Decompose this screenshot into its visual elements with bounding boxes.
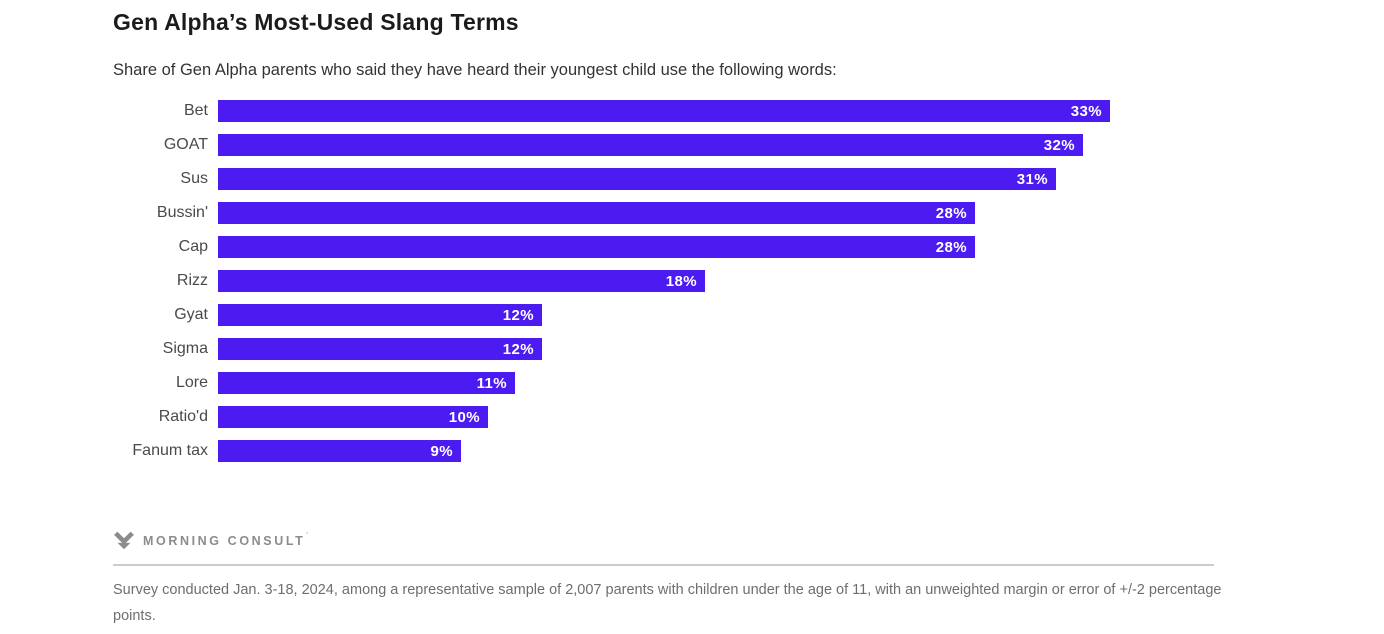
- bar-row: Lore 11%: [113, 366, 1384, 400]
- value-label: 28%: [935, 238, 967, 256]
- value-label: 9%: [430, 442, 453, 460]
- bar-row: Sigma 12%: [113, 332, 1384, 366]
- bar-row: Gyat 12%: [113, 298, 1384, 332]
- morning-consult-logo-icon: [114, 531, 134, 550]
- category-label: Cap: [178, 238, 208, 255]
- category-label: Lore: [175, 374, 208, 391]
- value-label: 10%: [448, 408, 480, 426]
- bar: 31%: [218, 168, 1056, 190]
- value-label: 31%: [1016, 170, 1048, 188]
- bar: 18%: [218, 270, 705, 292]
- logo-wordmark: MORNING CONSULT: [143, 534, 306, 548]
- bar: 12%: [218, 338, 542, 360]
- category-label: Sigma: [162, 340, 208, 357]
- value-label: 12%: [502, 306, 534, 324]
- bar: 9%: [218, 440, 461, 462]
- bar-row: Bet 33%: [113, 94, 1384, 128]
- footer-divider: [113, 564, 1214, 566]
- category-label: Gyat: [174, 306, 208, 323]
- category-label: GOAT: [163, 136, 208, 153]
- bar-row: Fanum tax 9%: [113, 434, 1384, 468]
- category-label: Rizz: [176, 272, 208, 289]
- value-label: 32%: [1043, 136, 1075, 154]
- bar: 28%: [218, 236, 975, 258]
- bar: 10%: [218, 406, 488, 428]
- bar: 12%: [218, 304, 542, 326]
- category-label: Bet: [183, 102, 208, 119]
- bar-row: Rizz 18%: [113, 264, 1384, 298]
- category-label: Bussin': [156, 204, 208, 221]
- bar-row: Sus 31%: [113, 162, 1384, 196]
- value-label: 11%: [476, 374, 507, 392]
- category-label: Sus: [180, 170, 208, 187]
- bar: 32%: [218, 134, 1083, 156]
- bar: 11%: [218, 372, 515, 394]
- value-label: 28%: [935, 204, 967, 222]
- category-label: Fanum tax: [132, 442, 208, 459]
- bar: 28%: [218, 202, 975, 224]
- morning-consult-logo: MORNING CONSULT ': [113, 530, 1384, 552]
- bar-row: Ratio'd 10%: [113, 400, 1384, 434]
- survey-methodology-note: Survey conducted Jan. 3-18, 2024, among …: [113, 582, 1222, 624]
- value-label: 33%: [1070, 102, 1102, 120]
- bar-row: GOAT 32%: [113, 128, 1384, 162]
- logo-trademark-mark: ': [306, 530, 308, 540]
- category-label: Ratio'd: [158, 408, 208, 425]
- bar: 33%: [218, 100, 1110, 122]
- chart-subtitle: Share of Gen Alpha parents who said they…: [113, 61, 837, 79]
- bar-row: Cap 28%: [113, 230, 1384, 264]
- bar-chart: Bet 33% GOAT 32% Sus 31% Bussin' 28% Cap 28% Rizz 1…: [113, 94, 1384, 468]
- value-label: 12%: [502, 340, 534, 358]
- value-label: 18%: [665, 272, 697, 290]
- bar-row: Bussin' 28%: [113, 196, 1384, 230]
- chart-title: Gen Alpha’s Most-Used Slang Terms: [113, 9, 519, 35]
